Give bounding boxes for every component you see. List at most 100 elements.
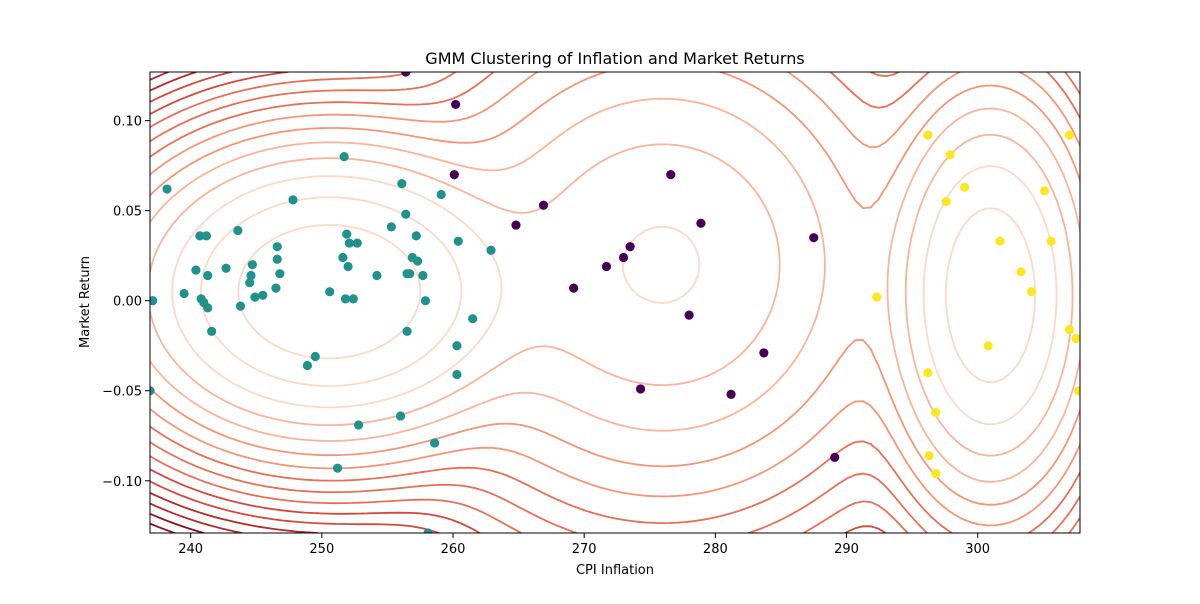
cluster-0-point: [420, 296, 431, 306]
cluster-0-point: [203, 270, 213, 281]
contour-line: [150, 97, 1080, 483]
cluster-1-point: [601, 261, 612, 272]
y-axis-ticks: −0.10 −0.05 0.00 0.05 0.10: [102, 115, 150, 490]
cluster-0-point: [246, 270, 256, 281]
contour-line: [200, 196, 1036, 387]
cluster-0-point: [325, 287, 335, 297]
cluster-2-point: [983, 341, 993, 351]
cluster-0-point: [271, 283, 281, 293]
cluster-2-point: [1074, 386, 1080, 396]
cluster-1-point: [538, 200, 549, 210]
cluster-0-point: [258, 290, 268, 300]
cluster-0-point: [247, 260, 257, 270]
cluster-0-point: [150, 386, 155, 396]
cluster-2-point: [1039, 186, 1050, 196]
y-tick-label: −0.10: [102, 475, 142, 490]
cluster-0-point: [275, 269, 285, 279]
cluster-2-point: [945, 150, 955, 160]
cluster-0-point: [395, 411, 406, 421]
cluster-1-point: [618, 252, 629, 263]
cluster-2-point: [941, 197, 951, 207]
cluster-0-point: [195, 231, 205, 241]
cluster-0-point: [344, 238, 354, 248]
cluster-0-point: [436, 189, 446, 200]
contour-line: [171, 165, 1058, 426]
cluster-0-point: [453, 236, 463, 246]
x-axis-label: CPI Inflation: [576, 563, 654, 578]
cluster-0-point: [405, 269, 415, 279]
x-axis-ticks: 240 250 260 270 280 290 300: [178, 533, 990, 557]
contour-line: [150, 72, 1080, 506]
cluster-0-point: [423, 528, 433, 533]
cluster-2-point: [872, 292, 882, 302]
cluster-2-point: [931, 468, 941, 479]
cluster-0-point: [203, 303, 213, 313]
cluster-0-point: [386, 222, 396, 232]
cluster-0-point: [343, 261, 353, 272]
cluster-2-point: [923, 130, 933, 140]
cluster-0-point: [233, 225, 243, 236]
cluster-0-point: [332, 463, 343, 473]
cluster-1-point: [511, 220, 521, 230]
cluster-0-point: [338, 252, 348, 263]
cluster-0-point: [452, 369, 462, 380]
y-axis-label: Market Return: [78, 256, 93, 348]
cluster-0-point: [302, 360, 313, 371]
contour-line: [150, 72, 1080, 533]
x-tick-label: 280: [703, 542, 728, 557]
cluster-2-point: [924, 450, 934, 461]
cluster-0-point: [348, 294, 358, 304]
cluster-1-point: [569, 283, 579, 293]
cluster-0-point: [342, 229, 352, 239]
cluster-1-point: [684, 310, 694, 320]
cluster-0-point: [235, 301, 246, 311]
contour-line: [150, 72, 440, 533]
contour-line: [150, 133, 1074, 457]
cluster-0-point: [310, 351, 320, 362]
contour-line: [150, 72, 243, 533]
contour-line: [150, 512, 205, 533]
cluster-1-point: [401, 72, 411, 77]
x-tick-label: 270: [572, 542, 597, 557]
cluster-1-point: [696, 218, 706, 228]
x-tick-label: 250: [309, 542, 334, 557]
cluster-0-point: [397, 179, 407, 189]
plot-frame: [149, 71, 1081, 534]
y-tick-label: 0.00: [113, 295, 142, 310]
cluster-2-point: [931, 407, 941, 417]
y-tick-label: 0.05: [113, 205, 142, 220]
cluster-2-point: [1026, 287, 1037, 297]
x-tick-label: 290: [834, 542, 859, 557]
cluster-0-point: [352, 238, 362, 248]
cluster-0-point: [272, 242, 282, 252]
cluster-0-point: [288, 195, 298, 205]
x-tick-label: 300: [965, 542, 990, 557]
contour-line: [150, 522, 176, 533]
cluster-0-point: [411, 231, 421, 241]
cluster-0-point: [179, 288, 189, 299]
cluster-0-point: [353, 420, 364, 430]
cluster-1-point: [625, 242, 635, 252]
cluster-0-point: [452, 341, 462, 351]
contour-line: [150, 72, 1080, 527]
cluster-0-point: [430, 438, 440, 448]
cluster-0-point: [412, 256, 423, 266]
cluster-0-point: [339, 152, 349, 162]
cluster-1-point: [759, 348, 769, 358]
cluster-2-point: [1064, 324, 1075, 335]
cluster-0-point: [221, 263, 231, 273]
cluster-0-point: [372, 270, 382, 281]
contour-line: [150, 72, 1080, 533]
cluster-2-point: [959, 182, 970, 192]
cluster-0-point: [272, 254, 282, 264]
scatter-points: [150, 72, 1080, 533]
y-tick-label: −0.05: [102, 385, 142, 400]
cluster-1-point: [449, 170, 459, 180]
density-contours: [150, 72, 1080, 533]
x-tick-label: 260: [441, 542, 466, 557]
cluster-2-point: [1016, 267, 1026, 277]
cluster-2-point: [1046, 236, 1056, 246]
cluster-0-point: [486, 245, 496, 255]
